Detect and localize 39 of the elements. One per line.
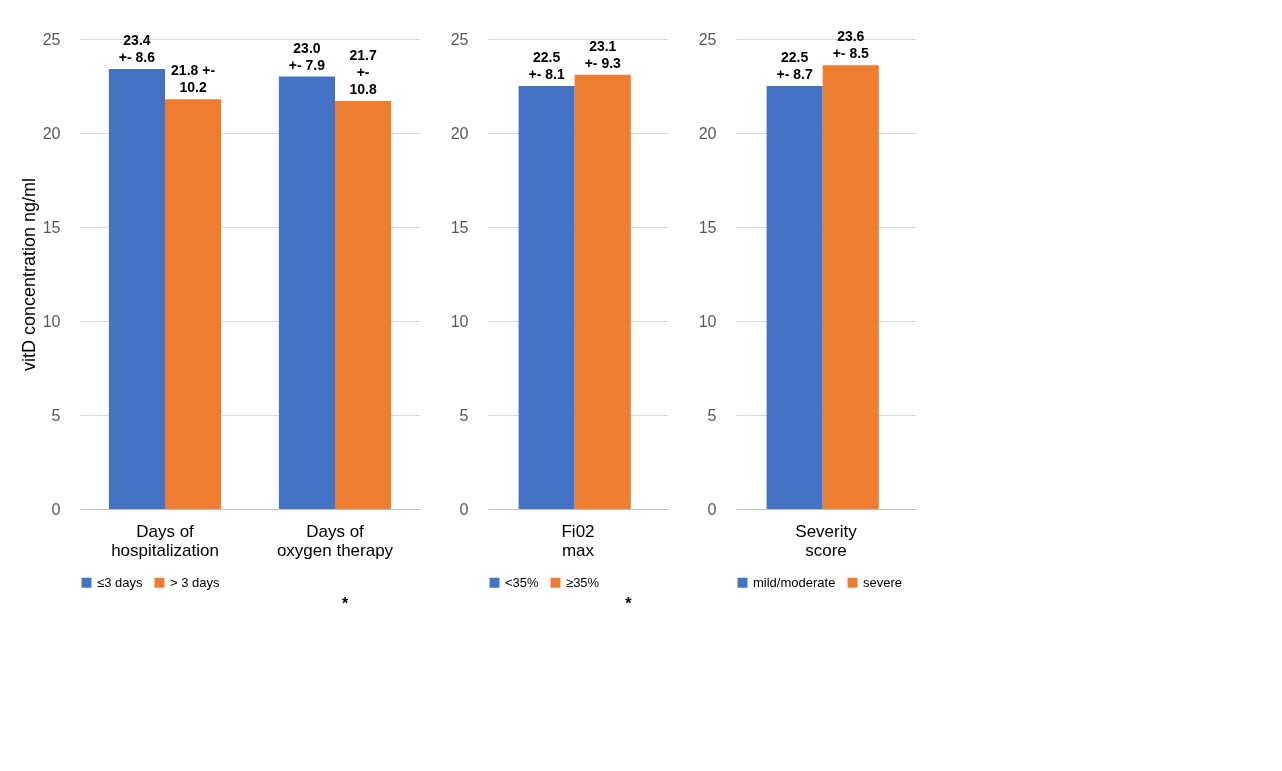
y-tick-label: 0 <box>707 500 717 518</box>
text: 23.0 +- 7.9 <box>288 39 326 73</box>
y-tick-label: 15 <box>42 218 61 236</box>
text: 21.8 +- 10.2 <box>171 62 216 96</box>
x-tick-label: Fi02 max <box>561 521 595 560</box>
legend-label: severe <box>863 574 903 590</box>
x-tick-label: Days of hospitalization <box>111 521 219 560</box>
legend-label: <35% <box>505 574 540 590</box>
text: 23.1 +- 9.3 <box>584 37 621 71</box>
y-tick-label: 5 <box>51 406 61 424</box>
text: 22.5 +- 8.1 <box>528 49 565 82</box>
y-tick-label: 25 <box>698 30 717 48</box>
y-tick-label: 0 <box>459 500 469 518</box>
text: 22.5 +- 8.7 <box>776 49 813 82</box>
x-tick-label: Severity score <box>795 521 858 560</box>
y-axis-title: vitD concentration ng/ml <box>18 177 39 372</box>
y-tick-label: 10 <box>42 312 61 330</box>
y-tick-label: 25 <box>450 30 469 48</box>
y-tick-label: 10 <box>698 312 717 330</box>
text: * <box>625 595 633 612</box>
y-tick-label: 20 <box>450 124 469 142</box>
text: 21.7 +- 10.8 <box>349 47 377 98</box>
y-tick-label: 20 <box>698 124 717 142</box>
text: 23.4 +- 8.6 <box>118 32 156 66</box>
legend-label: ≥35% <box>566 574 600 590</box>
y-tick-label: 15 <box>698 218 717 236</box>
y-tick-label: 10 <box>450 312 469 330</box>
y-tick-label: 5 <box>459 406 469 424</box>
text: 23.6 +- 8.5 <box>832 28 869 62</box>
legend-label: ≤3 days <box>97 574 143 590</box>
y-tick-label: 0 <box>51 500 61 518</box>
y-tick-label: 20 <box>42 124 61 142</box>
x-tick-label: Days of oxygen therapy <box>276 521 394 560</box>
text: * <box>342 595 350 612</box>
y-tick-label: 5 <box>707 406 717 424</box>
legend-label: > 3 days <box>170 574 221 590</box>
legend-label: mild/moderate <box>753 574 836 590</box>
y-tick-label: 15 <box>450 218 469 236</box>
y-tick-label: 25 <box>42 30 61 48</box>
